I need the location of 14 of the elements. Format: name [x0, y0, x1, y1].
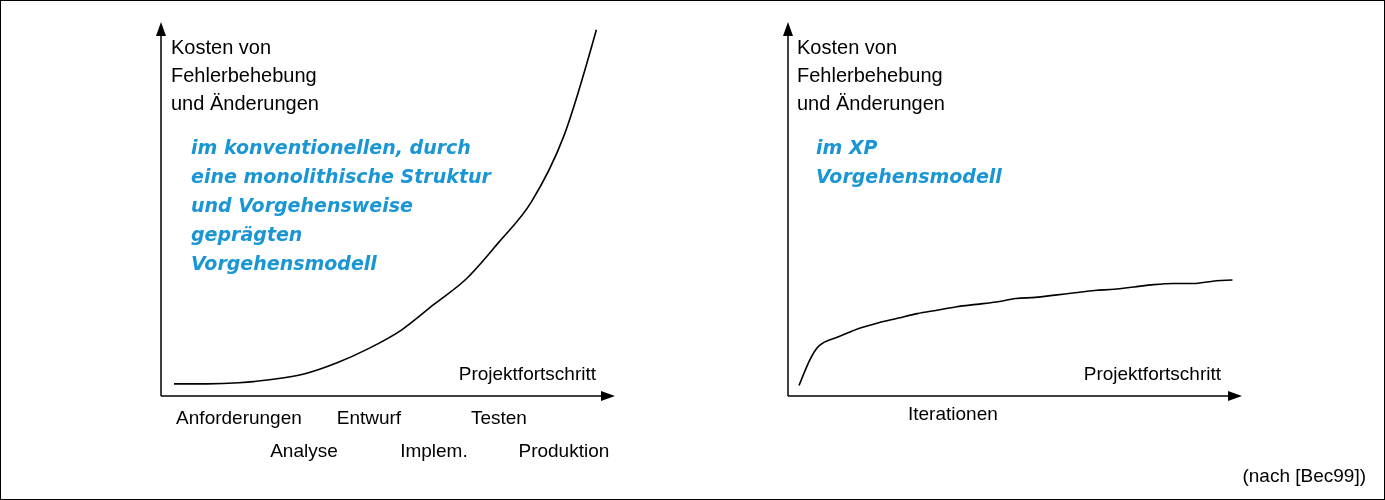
x-tick-label: Implem.	[400, 440, 468, 461]
y-axis-title: Kosten von Fehlerbehebung und Änderungen	[171, 35, 319, 116]
x-tick-label: Analyse	[270, 440, 338, 461]
text: (nach [Bec99])	[1242, 465, 1366, 487]
x-tick-label: Testen	[470, 407, 527, 428]
x-axis-title: Projektfortschritt	[458, 363, 596, 385]
x-tick-label: Produktion	[518, 440, 610, 461]
text: im XP Vorgehensmodell	[816, 135, 1002, 189]
y-axis-title: Kosten von Fehlerbehebung und Änderungen	[797, 35, 945, 116]
x-axis-title: Projektfortschritt	[1083, 363, 1221, 385]
annotation: im konventionellen, durch eine monolithische Struktur und Vorgehensweise geprägten Vorgehensmodell	[191, 135, 491, 276]
x-tick-label: Entwurf	[336, 407, 402, 428]
text: Iterationen	[908, 403, 998, 425]
x-tick-label: Anforderungen	[176, 407, 302, 428]
